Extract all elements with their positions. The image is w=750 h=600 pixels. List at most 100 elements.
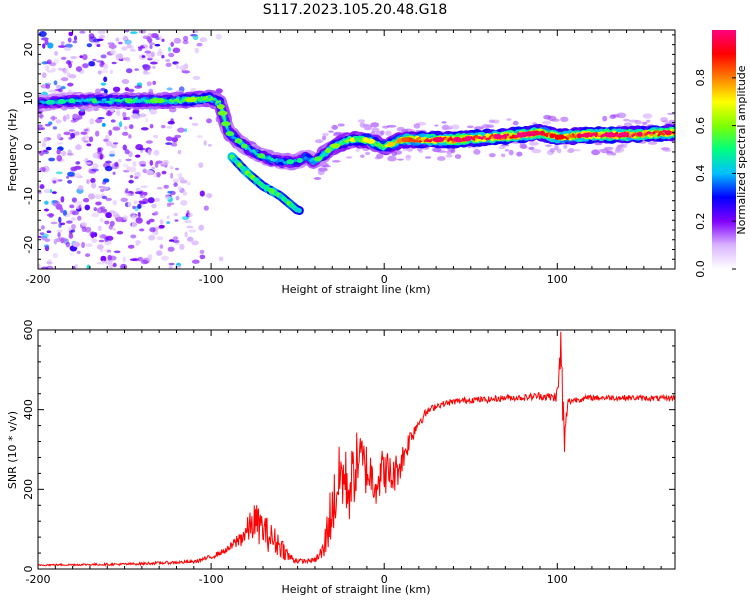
halo-blob — [616, 112, 627, 119]
halo-blob — [597, 149, 606, 152]
halo-blob — [355, 147, 360, 153]
noise-blob — [188, 229, 197, 233]
halo-blob — [360, 154, 365, 158]
ridge-spot — [400, 137, 410, 143]
noise-blob — [129, 31, 138, 34]
noise-blob — [146, 169, 154, 176]
noise-blob — [140, 164, 146, 167]
noise-blob — [60, 196, 65, 203]
noise-blob — [58, 222, 62, 228]
noise-blob — [147, 197, 155, 204]
noise-blob — [163, 184, 169, 189]
noise-blob — [194, 47, 199, 54]
noise-blob — [143, 191, 148, 196]
noise-blob — [124, 39, 132, 45]
ridge-segment — [566, 133, 572, 138]
noise-blob — [170, 172, 174, 179]
halo-blob — [445, 154, 453, 158]
x-tick-label: -200 — [26, 573, 51, 586]
ridge-segment — [633, 132, 640, 137]
noise-blob — [134, 240, 142, 244]
noise-blob — [67, 152, 74, 156]
noise-blob — [125, 158, 132, 162]
ridge-spot — [432, 137, 442, 143]
noise-blob — [44, 188, 51, 194]
noise-blob — [86, 43, 93, 48]
noise-blob — [168, 264, 173, 269]
noise-blob — [153, 134, 159, 139]
halo-blob — [454, 154, 462, 159]
noise-blob — [43, 244, 50, 248]
noise-blob — [151, 51, 155, 58]
halo-blob — [357, 119, 366, 123]
ridge-segment — [200, 96, 206, 102]
noise-blob — [65, 241, 71, 248]
ridge-segment — [649, 132, 655, 137]
noise-blob — [128, 134, 132, 139]
noise-blob — [170, 41, 174, 47]
halo-blob — [437, 150, 447, 153]
noise-blob — [94, 41, 100, 45]
noise-blob — [79, 30, 86, 34]
noise-blob — [134, 191, 143, 195]
noise-blob — [184, 128, 188, 133]
noise-blob — [100, 82, 106, 86]
noise-blob — [174, 219, 179, 222]
noise-blob — [41, 72, 47, 79]
ridge-spot — [225, 131, 234, 137]
ridge-segment — [488, 133, 494, 139]
noise-blob — [39, 167, 46, 172]
halo-blob — [371, 127, 380, 133]
snr-axes: -200 -100 0 100 0 200 400 600 — [22, 320, 675, 586]
noise-blob — [39, 113, 43, 120]
ridge-segment — [379, 143, 385, 149]
ridge-spot — [124, 98, 133, 104]
halo-blob — [623, 118, 630, 122]
halo-blob — [498, 146, 506, 150]
noise-blob — [179, 243, 185, 250]
noise-blob — [46, 230, 52, 233]
noise-blob — [53, 58, 59, 65]
noise-blob — [105, 140, 113, 147]
noise-blob — [167, 246, 175, 252]
halo-blob — [386, 124, 397, 128]
halo-blob — [512, 120, 519, 126]
ridge-spot — [618, 132, 628, 138]
ridge-segment — [470, 136, 476, 141]
x-tick-label: -100 — [199, 573, 224, 586]
halo-blob — [528, 141, 539, 146]
noise-blob — [61, 150, 67, 156]
x-tick-label: 0 — [381, 273, 388, 286]
noise-blob — [129, 175, 134, 178]
noise-blob — [115, 216, 123, 223]
halo-blob — [450, 149, 456, 154]
noise-blob — [76, 250, 81, 255]
noise-blob — [149, 108, 158, 115]
noise-blob — [166, 87, 173, 91]
noise-blob — [60, 41, 65, 46]
ridge-spot — [45, 99, 56, 105]
noise-blob — [189, 116, 193, 120]
noise-blob — [121, 79, 130, 84]
ridge-spot — [218, 104, 224, 110]
noise-blob — [196, 42, 203, 47]
noise-blob — [68, 31, 74, 37]
noise-blob — [113, 250, 121, 254]
halo-blob — [474, 126, 484, 130]
noise-blob — [175, 63, 179, 70]
noise-blob — [110, 49, 117, 55]
halo-blob — [572, 149, 581, 152]
halo-blob — [508, 149, 514, 156]
halo-blob — [322, 135, 327, 141]
noise-blob — [164, 195, 171, 200]
noise-blob — [95, 194, 102, 200]
noise-blob — [191, 240, 199, 246]
halo-blob — [437, 156, 446, 161]
ridge-segment — [179, 97, 185, 102]
noise-blob — [38, 31, 47, 37]
halo-blob — [620, 143, 628, 146]
noise-blob — [126, 44, 132, 49]
noise-blob — [75, 161, 81, 165]
noise-blob — [112, 126, 121, 131]
noise-blob — [147, 148, 152, 156]
